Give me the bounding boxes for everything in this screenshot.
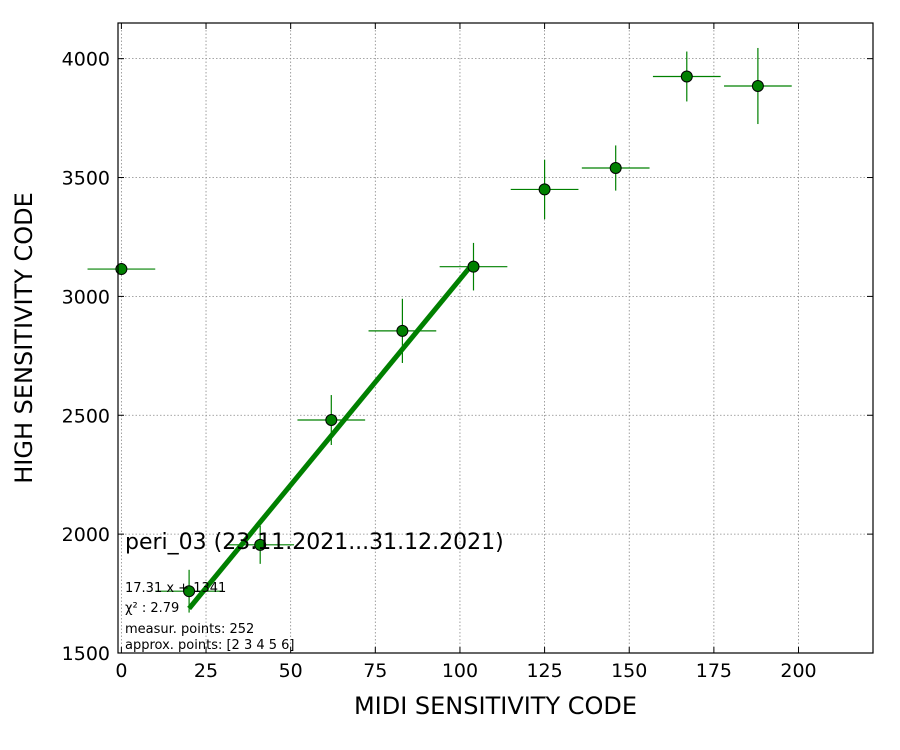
x-tick-label: 50 — [279, 660, 303, 682]
x-tick-label: 175 — [696, 660, 732, 682]
y-axis-label: HIGH SENSITIVITY CODE — [10, 192, 38, 484]
point-marker — [467, 260, 480, 273]
point-marker — [115, 263, 128, 276]
point-marker — [680, 70, 693, 83]
point-marker — [751, 80, 764, 92]
x-tick-label: 25 — [194, 660, 218, 682]
data-points-layer — [87, 47, 792, 613]
data-point — [368, 298, 437, 363]
point-marker — [254, 538, 267, 551]
x-tick-label: 150 — [611, 660, 647, 682]
point-marker — [325, 414, 338, 427]
data-point — [226, 525, 295, 564]
x-tick-label: 0 — [115, 660, 127, 682]
y-tick-label: 2000 — [62, 524, 110, 546]
x-tick-label: 125 — [526, 660, 562, 682]
fit-equation-label: 17.31 x + 1341 — [125, 581, 226, 596]
grid — [118, 23, 873, 654]
x-tick-label: 200 — [780, 660, 816, 682]
point-marker — [609, 162, 622, 175]
point-marker — [183, 585, 196, 598]
measurement-points-label: measur. points: 252 — [125, 622, 254, 637]
point-marker — [538, 183, 551, 196]
plot-frame — [117, 22, 874, 654]
chi-squared-label: χ² : 2.79 — [125, 601, 179, 616]
chart-annotation-title: peri_03 (23.11.2021...31.12.2021) — [125, 530, 504, 555]
point-marker — [396, 324, 409, 337]
data-point — [652, 51, 721, 102]
x-tick-label: 75 — [363, 660, 387, 682]
data-point — [510, 159, 579, 220]
x-tick-label: 100 — [442, 660, 478, 682]
data-point — [155, 569, 223, 613]
data-point — [439, 242, 508, 291]
y-tick-label: 2500 — [62, 405, 110, 427]
axis-ticks: 0 25 50 75 100 125 150 175 200 1500 2000 2500 3000 35… — [62, 23, 873, 682]
x-axis-label: MIDI SENSITIVITY CODE — [354, 692, 637, 720]
y-tick-label: 3000 — [62, 286, 110, 308]
y-tick-label: 4000 — [62, 49, 110, 71]
data-point — [297, 395, 366, 445]
approx-points-label: approx. points: [2 3 4 5 6] — [125, 638, 295, 653]
data-point — [724, 47, 792, 125]
data-point — [87, 263, 156, 276]
y-tick-label: 1500 — [62, 643, 110, 665]
y-tick-label: 3500 — [62, 168, 110, 190]
data-point — [581, 145, 650, 191]
